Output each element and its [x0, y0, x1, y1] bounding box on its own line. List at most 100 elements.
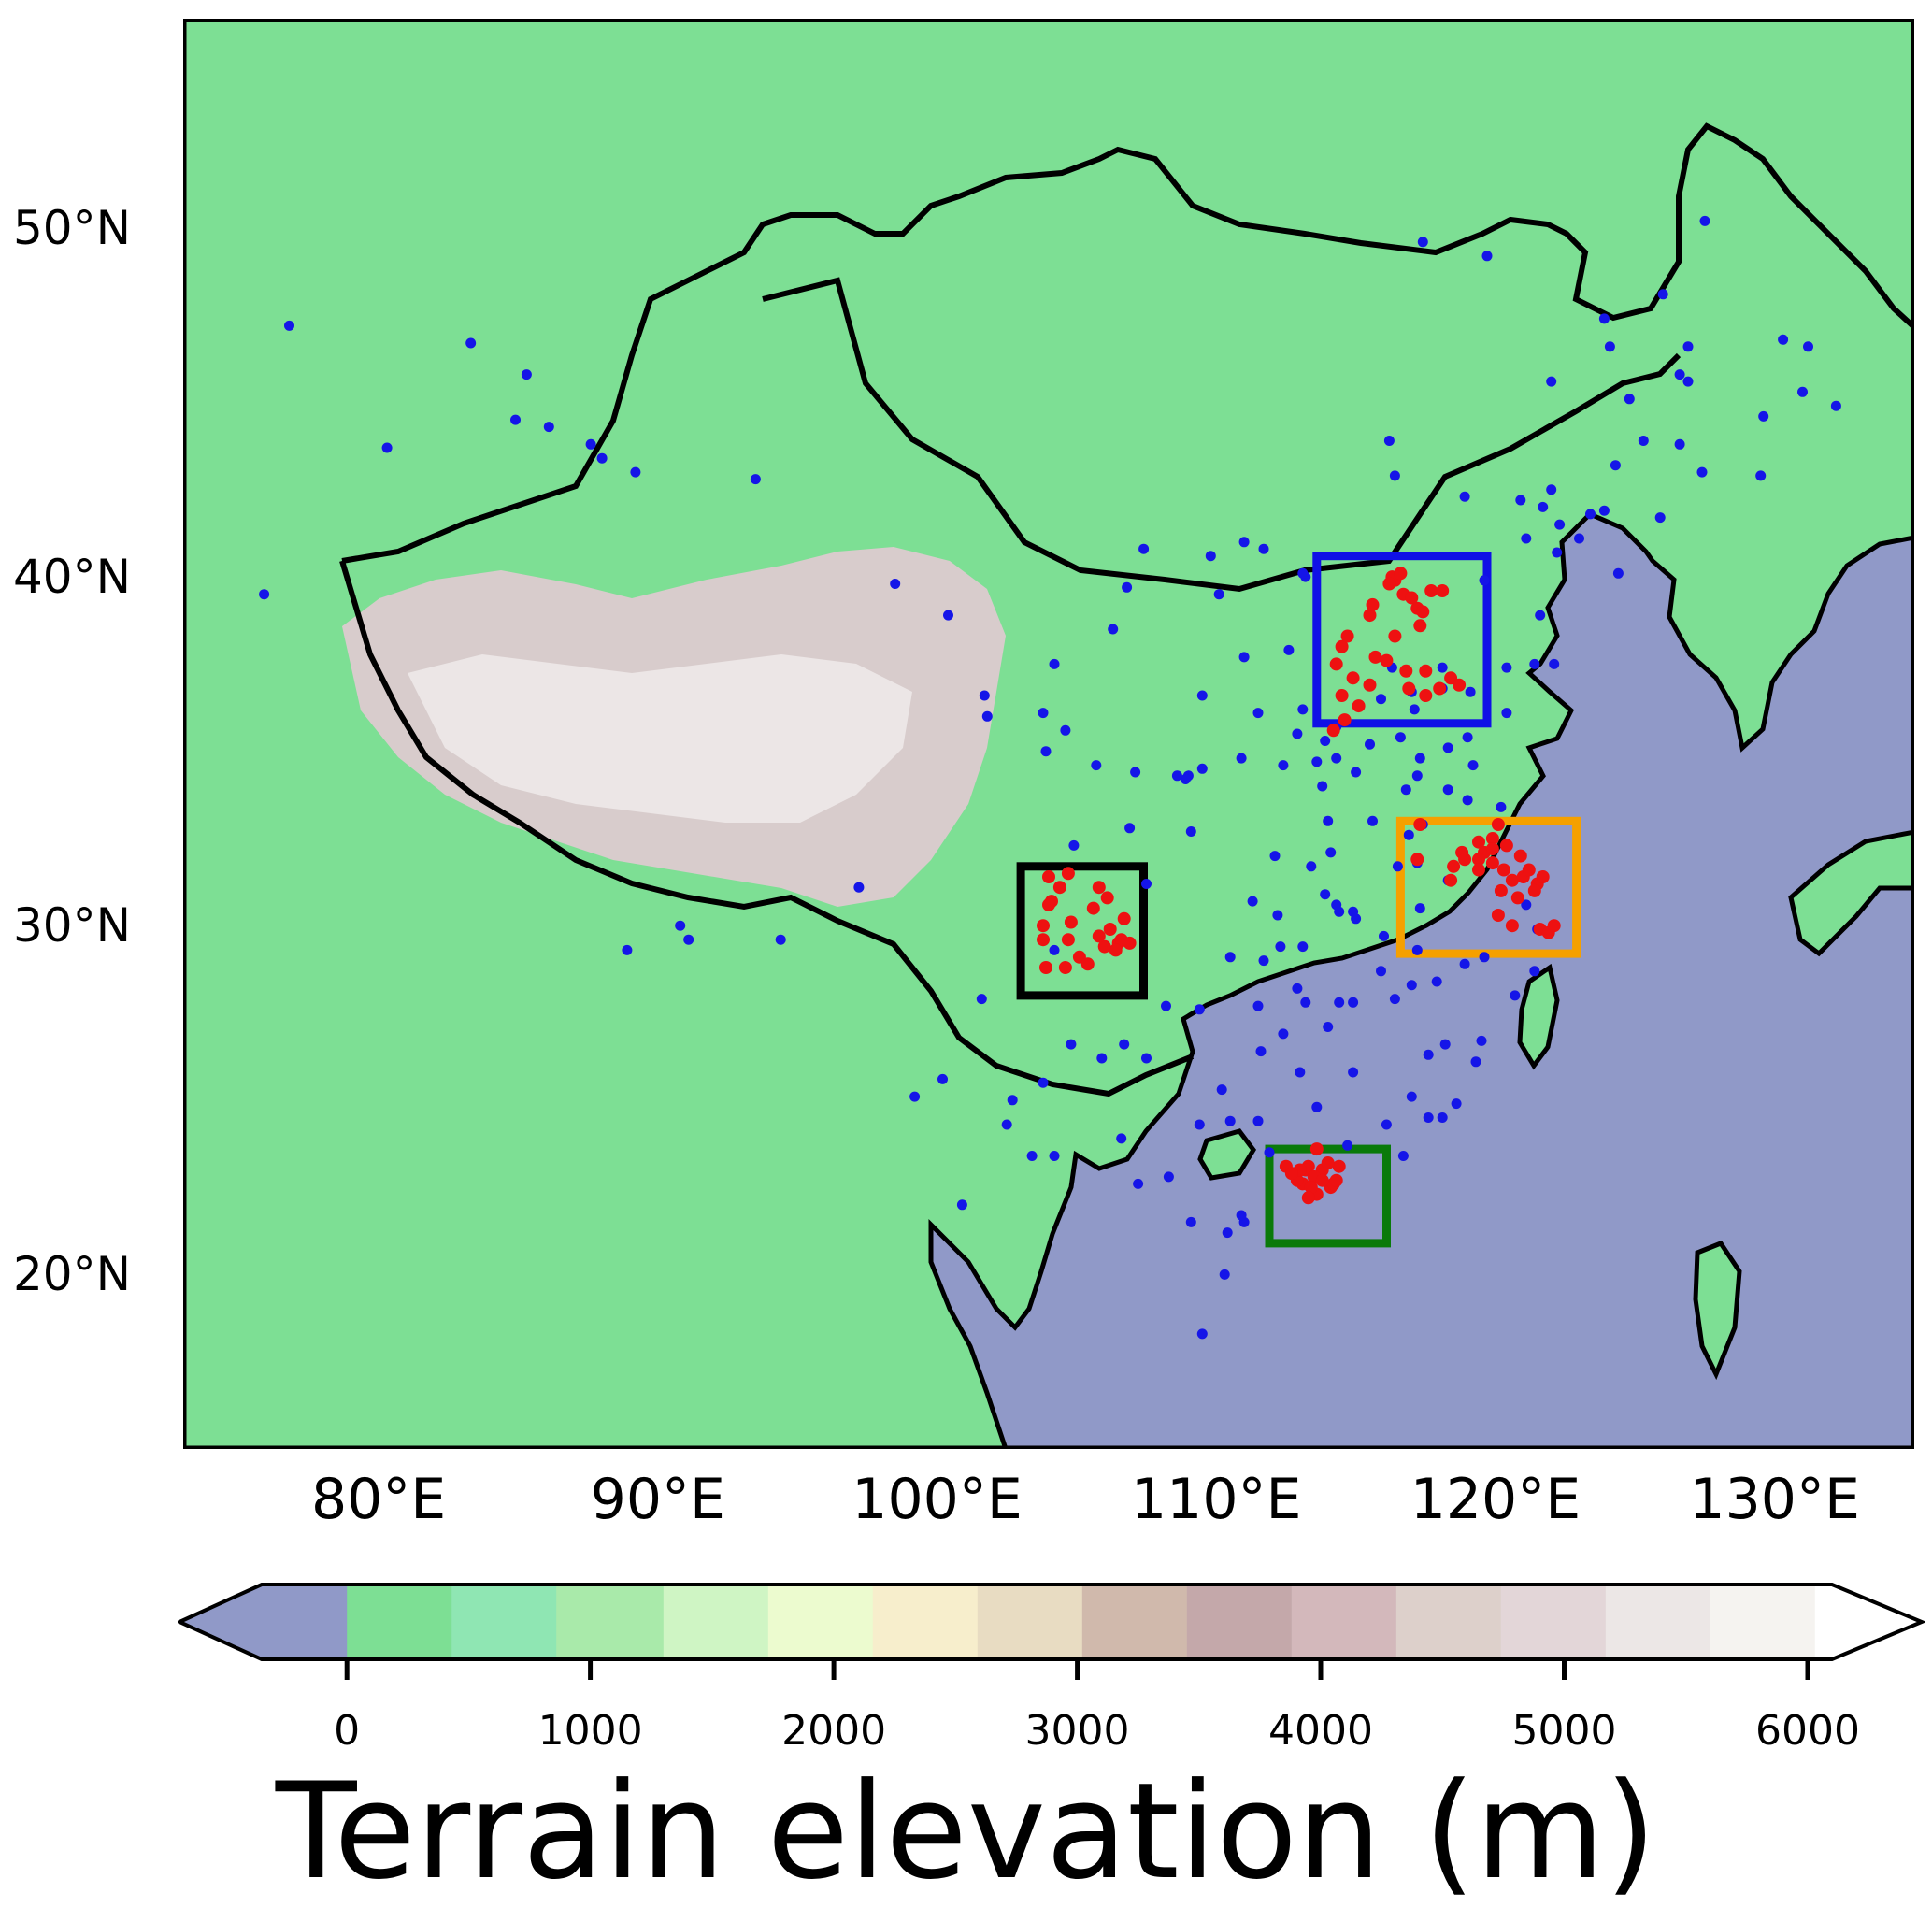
- blue-site-marker: [1224, 1115, 1236, 1126]
- red-site-marker: [1522, 863, 1536, 877]
- blue-site-marker: [1411, 770, 1423, 782]
- latitude-label: 20°N: [13, 1247, 132, 1302]
- region-box: [1312, 552, 1492, 728]
- japan-islands: [1788, 829, 1914, 957]
- colorbar-segment: [1500, 1585, 1607, 1659]
- colorbar-segment: [347, 1585, 452, 1659]
- red-site-marker: [1061, 933, 1075, 947]
- colorbar-segment: [872, 1585, 979, 1659]
- region-box: [1395, 816, 1581, 958]
- blue-site-marker: [1091, 760, 1102, 771]
- blue-site-marker: [1442, 784, 1453, 796]
- colorbar-title: Terrain elevation (m): [275, 1755, 1657, 1909]
- red-site-marker: [1329, 1173, 1343, 1187]
- red-site-marker: [1340, 629, 1354, 643]
- blue-site-marker: [1185, 1216, 1196, 1227]
- blue-site-marker: [1696, 466, 1708, 478]
- blue-site-marker: [956, 1199, 967, 1211]
- blue-site-marker: [259, 589, 270, 600]
- blue-site-marker: [1414, 753, 1425, 764]
- blue-site-marker: [1423, 1049, 1434, 1060]
- red-site-marker: [1042, 897, 1055, 911]
- blue-site-marker: [1403, 829, 1414, 840]
- red-site-marker: [1413, 818, 1427, 831]
- blue-site-marker: [1348, 1067, 1359, 1078]
- blue-site-marker: [1306, 861, 1317, 872]
- blue-site-marker: [1007, 1095, 1018, 1106]
- colorbar-segment: [1710, 1585, 1816, 1659]
- blue-site-marker: [1439, 1039, 1451, 1050]
- blue-site-marker: [1462, 732, 1473, 743]
- blue-site-marker: [1163, 1171, 1174, 1183]
- red-site-marker: [1485, 856, 1499, 870]
- red-site-marker: [1092, 881, 1106, 895]
- red-site-marker: [1037, 933, 1050, 947]
- red-site-marker: [1109, 943, 1123, 957]
- blue-site-marker: [1465, 686, 1476, 697]
- blue-site-marker: [1758, 410, 1769, 422]
- blue-site-marker: [1297, 567, 1309, 579]
- colorbar-ticks: [344, 1659, 1810, 1680]
- blue-site-marker: [1325, 847, 1337, 858]
- blue-site-marker: [1351, 767, 1362, 778]
- blue-site-marker: [1119, 1039, 1130, 1050]
- mongolia-border: [762, 277, 1682, 593]
- region-boxes: [1016, 552, 1581, 1248]
- blue-site-marker: [1442, 742, 1453, 753]
- red-site-marker: [1117, 911, 1131, 925]
- blue-site-marker: [1252, 1115, 1264, 1126]
- red-site-marker: [1433, 681, 1447, 696]
- blue-site-marker: [1297, 941, 1309, 953]
- red-site-marker: [1447, 859, 1461, 873]
- blue-site-marker: [943, 610, 953, 621]
- latitude-label: 50°N: [13, 200, 132, 255]
- red-site-marker: [1284, 1167, 1298, 1181]
- blue-site-marker: [1205, 551, 1216, 562]
- blue-site-marker: [1213, 589, 1224, 600]
- blue-site-marker: [1554, 519, 1566, 530]
- colorbar-tick-label: 6000: [1754, 1707, 1860, 1755]
- red-site-marker: [1363, 678, 1377, 692]
- land-mass: [183, 19, 1914, 1449]
- red-site-marker: [1064, 915, 1078, 929]
- blue-site-marker: [1141, 1053, 1152, 1064]
- blue-site-marker: [1501, 708, 1512, 719]
- red-site-marker: [1335, 689, 1349, 702]
- blue-site-marker: [1431, 976, 1442, 987]
- blue-site-marker: [1238, 537, 1250, 548]
- red-site-marker: [1419, 664, 1433, 678]
- taiwan-island: [1517, 963, 1560, 1070]
- blue-site-marker: [1654, 512, 1666, 524]
- blue-site-marker: [1334, 906, 1345, 917]
- red-site-marker: [1485, 832, 1499, 845]
- blue-site-marker: [1585, 509, 1596, 520]
- red-site-marker: [1058, 961, 1072, 974]
- blue-site-marker: [1219, 1269, 1230, 1280]
- blue-site-marker: [1598, 505, 1610, 516]
- red-sites: [1037, 567, 1561, 1205]
- blue-site-marker: [1529, 966, 1540, 977]
- blue-site-marker: [1682, 341, 1694, 352]
- colorbar-segment: [1081, 1585, 1188, 1659]
- blue-site-marker: [1317, 781, 1328, 792]
- blue-site-marker: [1247, 896, 1258, 907]
- blue-site-marker: [1297, 704, 1309, 715]
- longitude-label: 120°E: [1410, 1467, 1581, 1532]
- colorbar-outline: [178, 1583, 1925, 1661]
- blue-site-marker: [1383, 436, 1395, 446]
- blue-site-marker: [1778, 334, 1789, 345]
- blue-site-marker: [596, 452, 608, 464]
- blue-site-marker: [1414, 903, 1425, 914]
- colorbar-segment: [767, 1585, 874, 1659]
- blue-site-marker: [1397, 1151, 1409, 1161]
- blue-site-marker: [1194, 1004, 1205, 1015]
- red-site-marker: [1444, 873, 1458, 887]
- blue-site-marker: [1278, 1028, 1289, 1040]
- blue-site-marker: [1409, 704, 1420, 715]
- blue-site-marker: [1381, 1119, 1392, 1130]
- blue-site-marker: [1406, 1091, 1417, 1102]
- blue-site-marker: [1116, 1133, 1127, 1144]
- blue-site-marker: [1096, 1053, 1108, 1064]
- blue-site-marker: [1066, 1039, 1077, 1050]
- blue-site-marker: [1133, 1178, 1144, 1189]
